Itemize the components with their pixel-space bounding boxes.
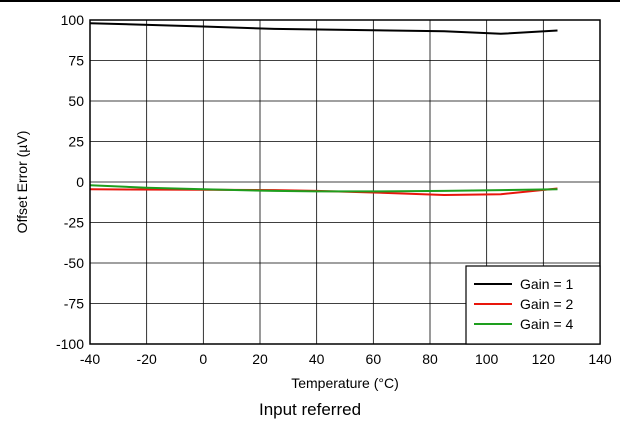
- legend: Gain = 1 Gain = 2 Gain = 4: [465, 265, 601, 345]
- y-tick-label-6: -50: [64, 255, 84, 271]
- x-axis-title: Temperature (°C): [291, 375, 399, 391]
- x-tick-label-7: 100: [475, 351, 499, 367]
- tick-labels: -40 -20 0 20 40 60 80 100 120 140 100 75 50 25 0 -25 -50…: [56, 12, 612, 367]
- x-tick-label-1: -20: [137, 351, 157, 367]
- chart-caption: Input referred: [258, 400, 362, 419]
- x-tick-label-0: -40: [80, 351, 100, 367]
- top-rule: [0, 0, 620, 2]
- y-tick-label-7: -75: [64, 296, 84, 312]
- y-tick-label-1: 75: [68, 53, 84, 69]
- y-tick-label-2: 50: [68, 93, 84, 109]
- y-tick-label-0: 100: [61, 12, 85, 28]
- x-tick-label-8: 120: [532, 351, 556, 367]
- legend-label-2: Gain = 4: [520, 316, 574, 332]
- legend-label-0: Gain = 1: [520, 276, 574, 292]
- series-line-gain-1: [89, 22, 558, 35]
- legend-label-1: Gain = 2: [520, 296, 574, 312]
- x-tick-label-9: 140: [588, 351, 612, 367]
- x-tick-label-5: 60: [366, 351, 382, 367]
- y-tick-label-3: 25: [68, 134, 84, 150]
- series-line-gain-4: [89, 184, 558, 193]
- x-tick-label-3: 20: [252, 351, 268, 367]
- y-axis-title: Offset Error (µV): [14, 131, 30, 234]
- x-tick-label-6: 80: [422, 351, 438, 367]
- plot-frame: [89, 19, 601, 345]
- y-tick-label-4: 0: [76, 174, 84, 190]
- x-tick-label-4: 40: [309, 351, 325, 367]
- y-tick-label-5: -25: [64, 215, 84, 231]
- y-tick-label-8: -100: [56, 336, 84, 352]
- x-tick-label-2: 0: [199, 351, 207, 367]
- series-lines: [89, 22, 558, 197]
